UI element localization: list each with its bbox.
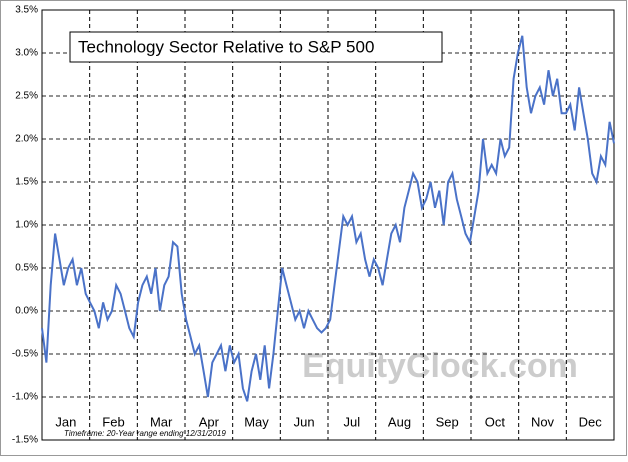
x-tick-label: Aug xyxy=(388,414,411,429)
y-tick-label: -0.5% xyxy=(12,349,38,360)
y-tick-label: 2.5% xyxy=(15,91,38,102)
x-tick-label: May xyxy=(244,414,269,429)
x-tick-label: Mar xyxy=(150,414,173,429)
x-tick-label: Nov xyxy=(531,414,555,429)
x-tick-label: Apr xyxy=(199,414,220,429)
y-tick-label: 3.0% xyxy=(15,48,38,59)
y-tick-label: -1.5% xyxy=(12,435,38,446)
y-tick-label: -1.0% xyxy=(12,392,38,403)
y-tick-label: 1.5% xyxy=(15,177,38,188)
x-tick-label: Oct xyxy=(485,414,506,429)
y-tick-label: 2.0% xyxy=(15,134,38,145)
x-tick-label: Jan xyxy=(55,414,76,429)
y-tick-label: 1.0% xyxy=(15,220,38,231)
footnote: Timeframe: 20-Year range ending 12/31/20… xyxy=(64,429,226,438)
x-tick-label: Feb xyxy=(102,414,124,429)
chart-title: Technology Sector Relative to S&P 500 xyxy=(78,37,374,56)
y-tick-label: 3.5% xyxy=(15,5,38,16)
data-line xyxy=(41,35,615,402)
y-tick-label: 0.5% xyxy=(15,263,38,274)
watermark: EquityClock.com xyxy=(302,347,578,385)
x-tick-label: Dec xyxy=(579,414,603,429)
x-tick-label: Jun xyxy=(294,414,315,429)
x-tick-label: Jul xyxy=(344,414,361,429)
title-box xyxy=(69,31,443,63)
y-tick-label: 0.0% xyxy=(15,306,38,317)
x-tick-label: Sep xyxy=(436,414,459,429)
